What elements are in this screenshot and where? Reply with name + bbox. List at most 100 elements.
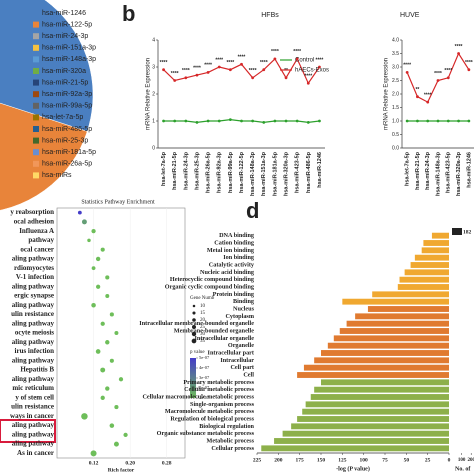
bubble: [96, 284, 101, 289]
bubble: [95, 256, 101, 262]
size-legend-label: 25: [200, 325, 206, 330]
x-tick-label: 0.28: [162, 460, 172, 466]
y-tick-label: Catalytic activity: [209, 261, 255, 268]
bar: [397, 284, 449, 290]
panel-label: b: [122, 1, 135, 26]
legend-label: hsa-miR-25-3p: [42, 137, 88, 144]
point: [284, 76, 288, 80]
bar: [302, 408, 449, 415]
y-tick-label: Intracellular membrane-bounded organelle: [139, 320, 254, 327]
x-axis-label: Rich factor: [108, 467, 135, 473]
legend-swatch: [33, 114, 39, 121]
significance-label: ****: [424, 92, 432, 98]
x-tick-label: 200: [274, 457, 283, 463]
y-tick-label: aling pathway: [12, 255, 55, 263]
bar: [327, 342, 449, 349]
bar: [314, 357, 449, 364]
significance-label: ****: [403, 63, 411, 69]
y-tick-label: 2.5: [392, 78, 399, 84]
y-tick-label: Intracellular organelle: [194, 335, 254, 342]
bar: [297, 416, 449, 422]
point: [467, 68, 471, 72]
bar: [321, 350, 449, 356]
y-tick-label: 0: [152, 145, 155, 151]
point: [240, 119, 243, 123]
y-tick-label: Organelle: [228, 342, 254, 349]
significance-label: ****: [260, 60, 268, 66]
bar: [310, 394, 449, 400]
significance-label: ****: [171, 71, 179, 77]
bubble: [109, 312, 114, 317]
x-tick-label: hsa-miR-26a-5p: [206, 151, 212, 193]
y-tick-label: y reabsorption: [10, 208, 54, 216]
x-tick-label: hsa-miR-21-5p: [415, 151, 421, 190]
significance-label: ****: [249, 68, 257, 74]
size-legend-label: 15: [200, 311, 206, 316]
bubble: [91, 302, 96, 308]
point: [405, 119, 409, 123]
y-tick-label: Binding: [233, 298, 255, 305]
point: [426, 100, 430, 104]
size-legend-title: Gene Numb: [190, 296, 215, 301]
bar: [355, 313, 449, 320]
y-tick-label: 3.5: [392, 51, 399, 57]
significance-label: ****: [434, 71, 442, 77]
bubble: [123, 432, 128, 437]
legend-label: hsa-miR-26a-5p: [42, 161, 92, 168]
y-tick-label: aling pathway: [12, 356, 55, 364]
y-tick-label: Regulation of biological process: [170, 415, 254, 422]
x-tick-label: hsa-miR-1246: [317, 152, 323, 188]
point: [162, 68, 165, 72]
point: [273, 57, 277, 61]
legend-label: hsa-let-7a-5p: [42, 114, 83, 121]
significance-label: ****: [226, 60, 234, 66]
point: [273, 119, 277, 123]
color-legend-label: 5e-07: [199, 355, 210, 360]
significance-label: **: [415, 87, 419, 93]
legend-label: Control: [295, 58, 314, 64]
size-legend-label: 20: [200, 318, 206, 323]
x-tick-label: hsa-miR-122-5p: [239, 151, 245, 193]
y-tick-label: 3.0: [392, 64, 399, 70]
legend-label: hsa-miRs: [42, 172, 72, 179]
x-tick-label: hsa-let-7a-5p: [405, 151, 411, 186]
legend-label: hsa-miR-320a: [42, 68, 86, 75]
point: [262, 68, 266, 72]
bubble: [114, 331, 119, 335]
y-tick-label: aling pathway: [12, 282, 55, 290]
y-tick-label: Single-organism process: [190, 401, 255, 408]
y-tick-label: Ion binding: [223, 254, 255, 261]
y-tick-label: Cytoplasm: [225, 313, 254, 320]
point: [251, 76, 255, 80]
y-tick-label: mic reticulum: [12, 384, 54, 392]
point: [228, 68, 232, 72]
point: [457, 52, 460, 55]
bar: [274, 438, 449, 444]
significance-label: ****: [293, 49, 301, 55]
significance-label: ****: [204, 63, 212, 69]
y-tick-label: Metal ion binding: [207, 247, 255, 254]
bubble: [105, 340, 110, 345]
y-tick-label: ocal adhesion: [14, 217, 54, 225]
plot-area: [56, 207, 186, 459]
y-tick-label: aling pathway: [12, 440, 55, 448]
x-tick-label: 25: [425, 457, 431, 463]
y-tick-label: DNA binding: [219, 232, 255, 239]
y-tick-label: Heterocyclic compound binding: [170, 276, 255, 283]
legend-label: hsa-miR-181a-5p: [42, 149, 96, 156]
x-tick-label: hsa-miR-24-3p: [425, 151, 431, 190]
size-legend-label: 30: [200, 332, 206, 337]
bubble: [100, 247, 105, 252]
bar: [282, 430, 449, 437]
x-axis-label: -log (P value): [336, 465, 370, 472]
significance-label: ****: [304, 74, 312, 80]
legend-label: hAECs-Exos: [295, 68, 329, 74]
bar: [414, 254, 449, 261]
legend-swatch: [33, 137, 39, 144]
bubble: [109, 358, 114, 363]
bubble: [109, 423, 115, 428]
significance-label: ****: [444, 68, 452, 74]
legend-swatch: [33, 160, 39, 167]
point: [162, 119, 165, 123]
y-tick-label: Biological regulation: [199, 423, 254, 430]
